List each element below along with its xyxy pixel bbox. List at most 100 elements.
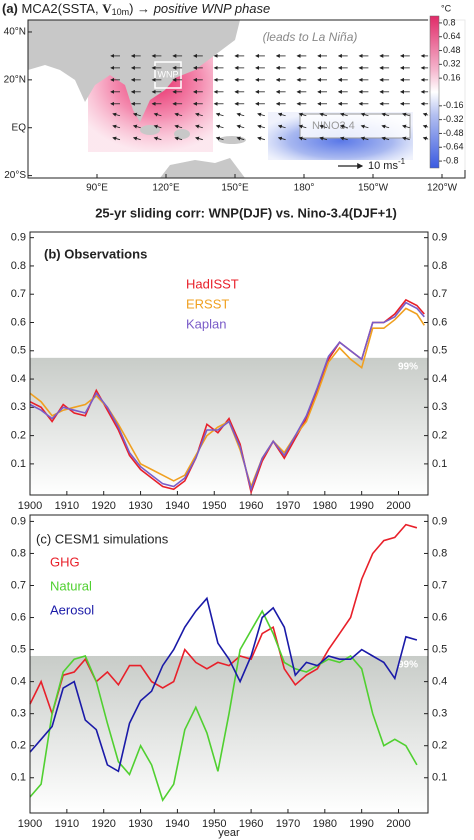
- y-tick-label: 0.4: [11, 676, 26, 688]
- wind-arrow: [360, 124, 369, 129]
- wind-arrow: [195, 136, 203, 141]
- y-tick-label: 0.3: [11, 401, 26, 413]
- wind-arrow: [298, 136, 307, 141]
- y2-tick-label: 0.8: [432, 547, 447, 559]
- y2-tick-label: 0.6: [432, 611, 447, 623]
- x-tick-label: 1980: [313, 500, 337, 512]
- legend-entry: Natural: [50, 578, 92, 593]
- wnp-label: WNP: [158, 69, 179, 79]
- wind-arrow: [257, 124, 266, 129]
- significance-shade: [30, 357, 428, 495]
- wind-arrow: [132, 124, 141, 129]
- y2-tick-label: 0.6: [432, 316, 447, 328]
- y2-tick-label: 0.3: [432, 401, 447, 413]
- x-tick-label: 90°E: [86, 183, 108, 194]
- y2-tick-label: 0.1: [432, 772, 447, 784]
- wind-arrow: [277, 124, 286, 129]
- x-tick-label: 1950: [202, 818, 226, 830]
- wind-arrow: [215, 112, 224, 117]
- y-tick-label: EQ: [12, 122, 27, 133]
- wind-arrow: [339, 112, 348, 117]
- reference-label: 10 ms-1: [368, 157, 406, 172]
- wind-arrow: [174, 124, 183, 129]
- series-line: [29, 301, 425, 493]
- wind-arrow: [195, 112, 203, 117]
- significance-shade: [30, 655, 428, 813]
- x-tick-label: 1970: [276, 818, 300, 830]
- y2-tick-label: 0.8: [432, 260, 447, 272]
- x-tick-label: 1920: [91, 818, 115, 830]
- y-tick-label: 0.5: [11, 345, 26, 357]
- wind-arrow: [112, 124, 121, 129]
- x-tick-label: 1950: [202, 500, 226, 512]
- wind-arrow: [402, 136, 410, 141]
- y2-tick-label: 0.5: [432, 345, 447, 357]
- wind-arrow: [236, 124, 245, 129]
- wind-arrow: [112, 112, 121, 117]
- y2-tick-label: 0.4: [432, 676, 447, 688]
- wind-arrow: [381, 112, 390, 117]
- colorbar-tick-label: -0.16: [443, 100, 464, 110]
- wnp-box: [154, 61, 182, 89]
- y2-tick-label: 0.9: [432, 515, 447, 527]
- legend-entry: Aerosol: [50, 602, 94, 617]
- colorbar-tick-label: -0.48: [443, 128, 464, 138]
- land-asia: [28, 20, 240, 122]
- colorbar-tick-label: 0.32: [443, 59, 461, 69]
- wind-arrow: [153, 124, 162, 129]
- y-tick-label: 0.7: [11, 579, 26, 591]
- colorbar-tick-label: -0.32: [443, 114, 464, 124]
- wind-arrow: [132, 112, 141, 117]
- wind-arrow: [277, 136, 286, 141]
- wind-arrow: [381, 124, 390, 129]
- wind-arrow: [257, 136, 266, 141]
- y-tick-label: 0.1: [11, 458, 26, 470]
- legend-entry: GHG: [50, 554, 80, 569]
- y-tick-label: 0.6: [11, 611, 26, 623]
- x-tick-label: 1960: [239, 500, 263, 512]
- wind-arrow: [174, 112, 183, 117]
- colorbar-unit: °C: [441, 3, 452, 13]
- wind-arrow: [277, 112, 286, 117]
- title-emphasis: positive WNP phase: [153, 1, 271, 16]
- x-tick-label: 1910: [55, 500, 79, 512]
- wind-arrow: [257, 112, 266, 117]
- x-tick-label: 120°W: [427, 183, 458, 194]
- legend-entry: Kaplan: [186, 316, 226, 331]
- wind-arrow: [360, 136, 369, 141]
- y-tick-label: 0.9: [11, 232, 26, 244]
- x-axis-label: year: [218, 827, 240, 839]
- y2-tick-label: 0.7: [432, 288, 447, 300]
- colorbar-tick-label: 0.8: [443, 17, 456, 27]
- x-tick-label: 2000: [386, 818, 410, 830]
- x-tick-label: 1930: [128, 818, 152, 830]
- x-tick-label: 1900: [18, 500, 42, 512]
- legend-entry: ERSST: [186, 296, 229, 311]
- x-tick-label: 1940: [165, 818, 189, 830]
- y2-tick-label: 0.9: [432, 232, 447, 244]
- colorbar-tick-label: -0.64: [443, 142, 464, 152]
- wind-arrow: [298, 112, 307, 117]
- title-text: MCA2(SSTA,: [22, 1, 99, 16]
- y-tick-label: 0.7: [11, 288, 26, 300]
- wind-arrow: [132, 136, 141, 141]
- panel-label: (c) CESM1 simulations: [36, 531, 169, 546]
- x-tick-label: 120°E: [152, 183, 180, 194]
- wind-arrow: [153, 136, 162, 141]
- y2-tick-label: 0.4: [432, 373, 447, 385]
- annotation: (leads to La Niña): [263, 30, 358, 44]
- x-tick-label: 1980: [313, 818, 337, 830]
- colorbar-tick-label: 0.48: [443, 45, 461, 55]
- land-island: [174, 129, 190, 139]
- x-tick-label: 150°E: [221, 183, 249, 194]
- wind-arrow: [402, 124, 410, 129]
- y-tick-label: 0.8: [11, 260, 26, 272]
- x-tick-label: 1900: [18, 818, 42, 830]
- plot-frame: [29, 231, 429, 496]
- x-tick-label: 150°W: [358, 183, 389, 194]
- wind-arrow: [319, 136, 328, 141]
- y-tick-label: 0.9: [11, 515, 26, 527]
- wind-arrow: [174, 136, 183, 141]
- wind-arrow: [319, 124, 328, 129]
